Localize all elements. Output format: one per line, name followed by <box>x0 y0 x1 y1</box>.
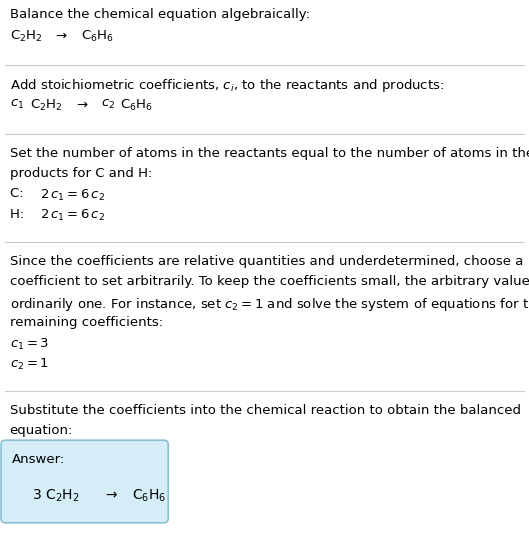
Text: Substitute the coefficients into the chemical reaction to obtain the balanced: Substitute the coefficients into the che… <box>10 404 521 417</box>
Text: H:: H: <box>10 208 37 221</box>
Text: $c_1$: $c_1$ <box>10 98 24 111</box>
Text: $\mathrm{C_6H_6}$: $\mathrm{C_6H_6}$ <box>81 28 114 44</box>
Text: $\rightarrow$: $\rightarrow$ <box>74 98 89 111</box>
Text: $2\,c_1 = 6\,c_2$: $2\,c_1 = 6\,c_2$ <box>40 188 105 202</box>
Text: ordinarily one. For instance, set $c_2 = 1$ and solve the system of equations fo: ordinarily one. For instance, set $c_2 =… <box>10 295 529 312</box>
Text: $\rightarrow$: $\rightarrow$ <box>103 487 119 502</box>
Text: Answer:: Answer: <box>12 453 65 466</box>
Text: C:: C: <box>10 188 36 200</box>
Text: coefficient to set arbitrarily. To keep the coefficients small, the arbitrary va: coefficient to set arbitrarily. To keep … <box>10 275 529 288</box>
Text: $\mathrm{C_2H_2}$: $\mathrm{C_2H_2}$ <box>30 98 62 113</box>
FancyBboxPatch shape <box>1 440 168 523</box>
Text: $\mathrm{C_6H_6}$: $\mathrm{C_6H_6}$ <box>120 98 152 113</box>
Text: $c_2$: $c_2$ <box>101 98 115 111</box>
Text: $3\ \mathrm{C_2H_2}$: $3\ \mathrm{C_2H_2}$ <box>32 487 79 504</box>
Text: $\mathrm{C_2H_2}$: $\mathrm{C_2H_2}$ <box>10 28 42 44</box>
Text: Set the number of atoms in the reactants equal to the number of atoms in the: Set the number of atoms in the reactants… <box>10 147 529 160</box>
Text: Since the coefficients are relative quantities and underdetermined, choose a: Since the coefficients are relative quan… <box>10 255 523 267</box>
Text: Add stoichiometric coefficients, $c_i$, to the reactants and products:: Add stoichiometric coefficients, $c_i$, … <box>10 77 444 95</box>
Text: $c_2 = 1$: $c_2 = 1$ <box>10 357 49 372</box>
Text: $\mathrm{C_6H_6}$: $\mathrm{C_6H_6}$ <box>132 487 167 504</box>
Text: $c_1 = 3$: $c_1 = 3$ <box>10 336 49 352</box>
Text: equation:: equation: <box>10 424 73 437</box>
Text: remaining coefficients:: remaining coefficients: <box>10 316 162 329</box>
Text: products for C and H:: products for C and H: <box>10 167 152 180</box>
Text: $\rightarrow$: $\rightarrow$ <box>53 28 68 42</box>
Text: Balance the chemical equation algebraically:: Balance the chemical equation algebraica… <box>10 8 309 21</box>
Text: $2\,c_1 = 6\,c_2$: $2\,c_1 = 6\,c_2$ <box>40 208 105 223</box>
